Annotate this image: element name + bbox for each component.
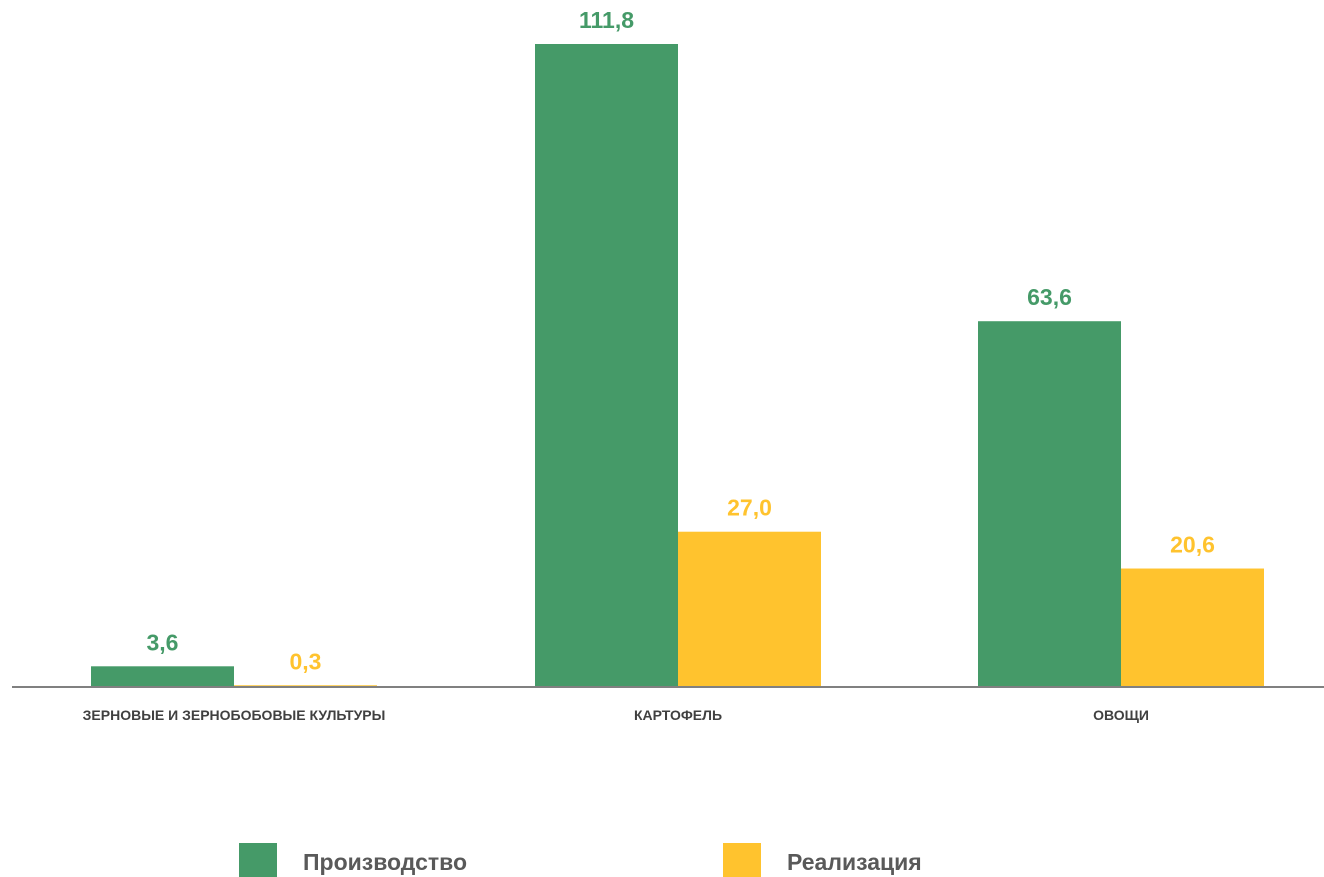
bar-sales-vegetables (1121, 568, 1264, 687)
category-labels-layer: ЗЕРНОВЫЕ И ЗЕРНОБОБОВЫЕ КУЛЬТУРЫ КАРТОФЕ… (83, 707, 1149, 723)
value-label-sales-grains: 0,3 (290, 648, 322, 674)
value-label-production-vegetables: 63,6 (1027, 284, 1072, 310)
legend-label-sales: Реализация (787, 849, 922, 875)
legend: Производство Реализация (239, 843, 922, 877)
legend-swatch-production (239, 843, 277, 877)
value-labels-layer: 3,6 111,8 63,6 0,3 27,0 20,6 (147, 7, 1215, 674)
legend-swatch-sales (723, 843, 761, 877)
value-label-production-grains: 3,6 (147, 629, 179, 655)
category-label-grains: ЗЕРНОВЫЕ И ЗЕРНОБОБОВЫЕ КУЛЬТУРЫ (83, 707, 386, 723)
value-label-sales-potato: 27,0 (727, 495, 772, 521)
bar-production-vegetables (978, 321, 1121, 687)
category-label-potato: КАРТОФЕЛЬ (634, 707, 722, 723)
bar-production-grains (91, 666, 234, 687)
value-label-production-potato: 111,8 (579, 7, 634, 33)
bar-production-potato (535, 44, 678, 687)
legend-label-production: Производство (303, 849, 467, 875)
value-label-sales-vegetables: 20,6 (1170, 532, 1215, 558)
bars-layer (91, 44, 1264, 687)
category-label-vegetables: ОВОЩИ (1093, 707, 1149, 723)
bar-sales-potato (678, 531, 821, 687)
